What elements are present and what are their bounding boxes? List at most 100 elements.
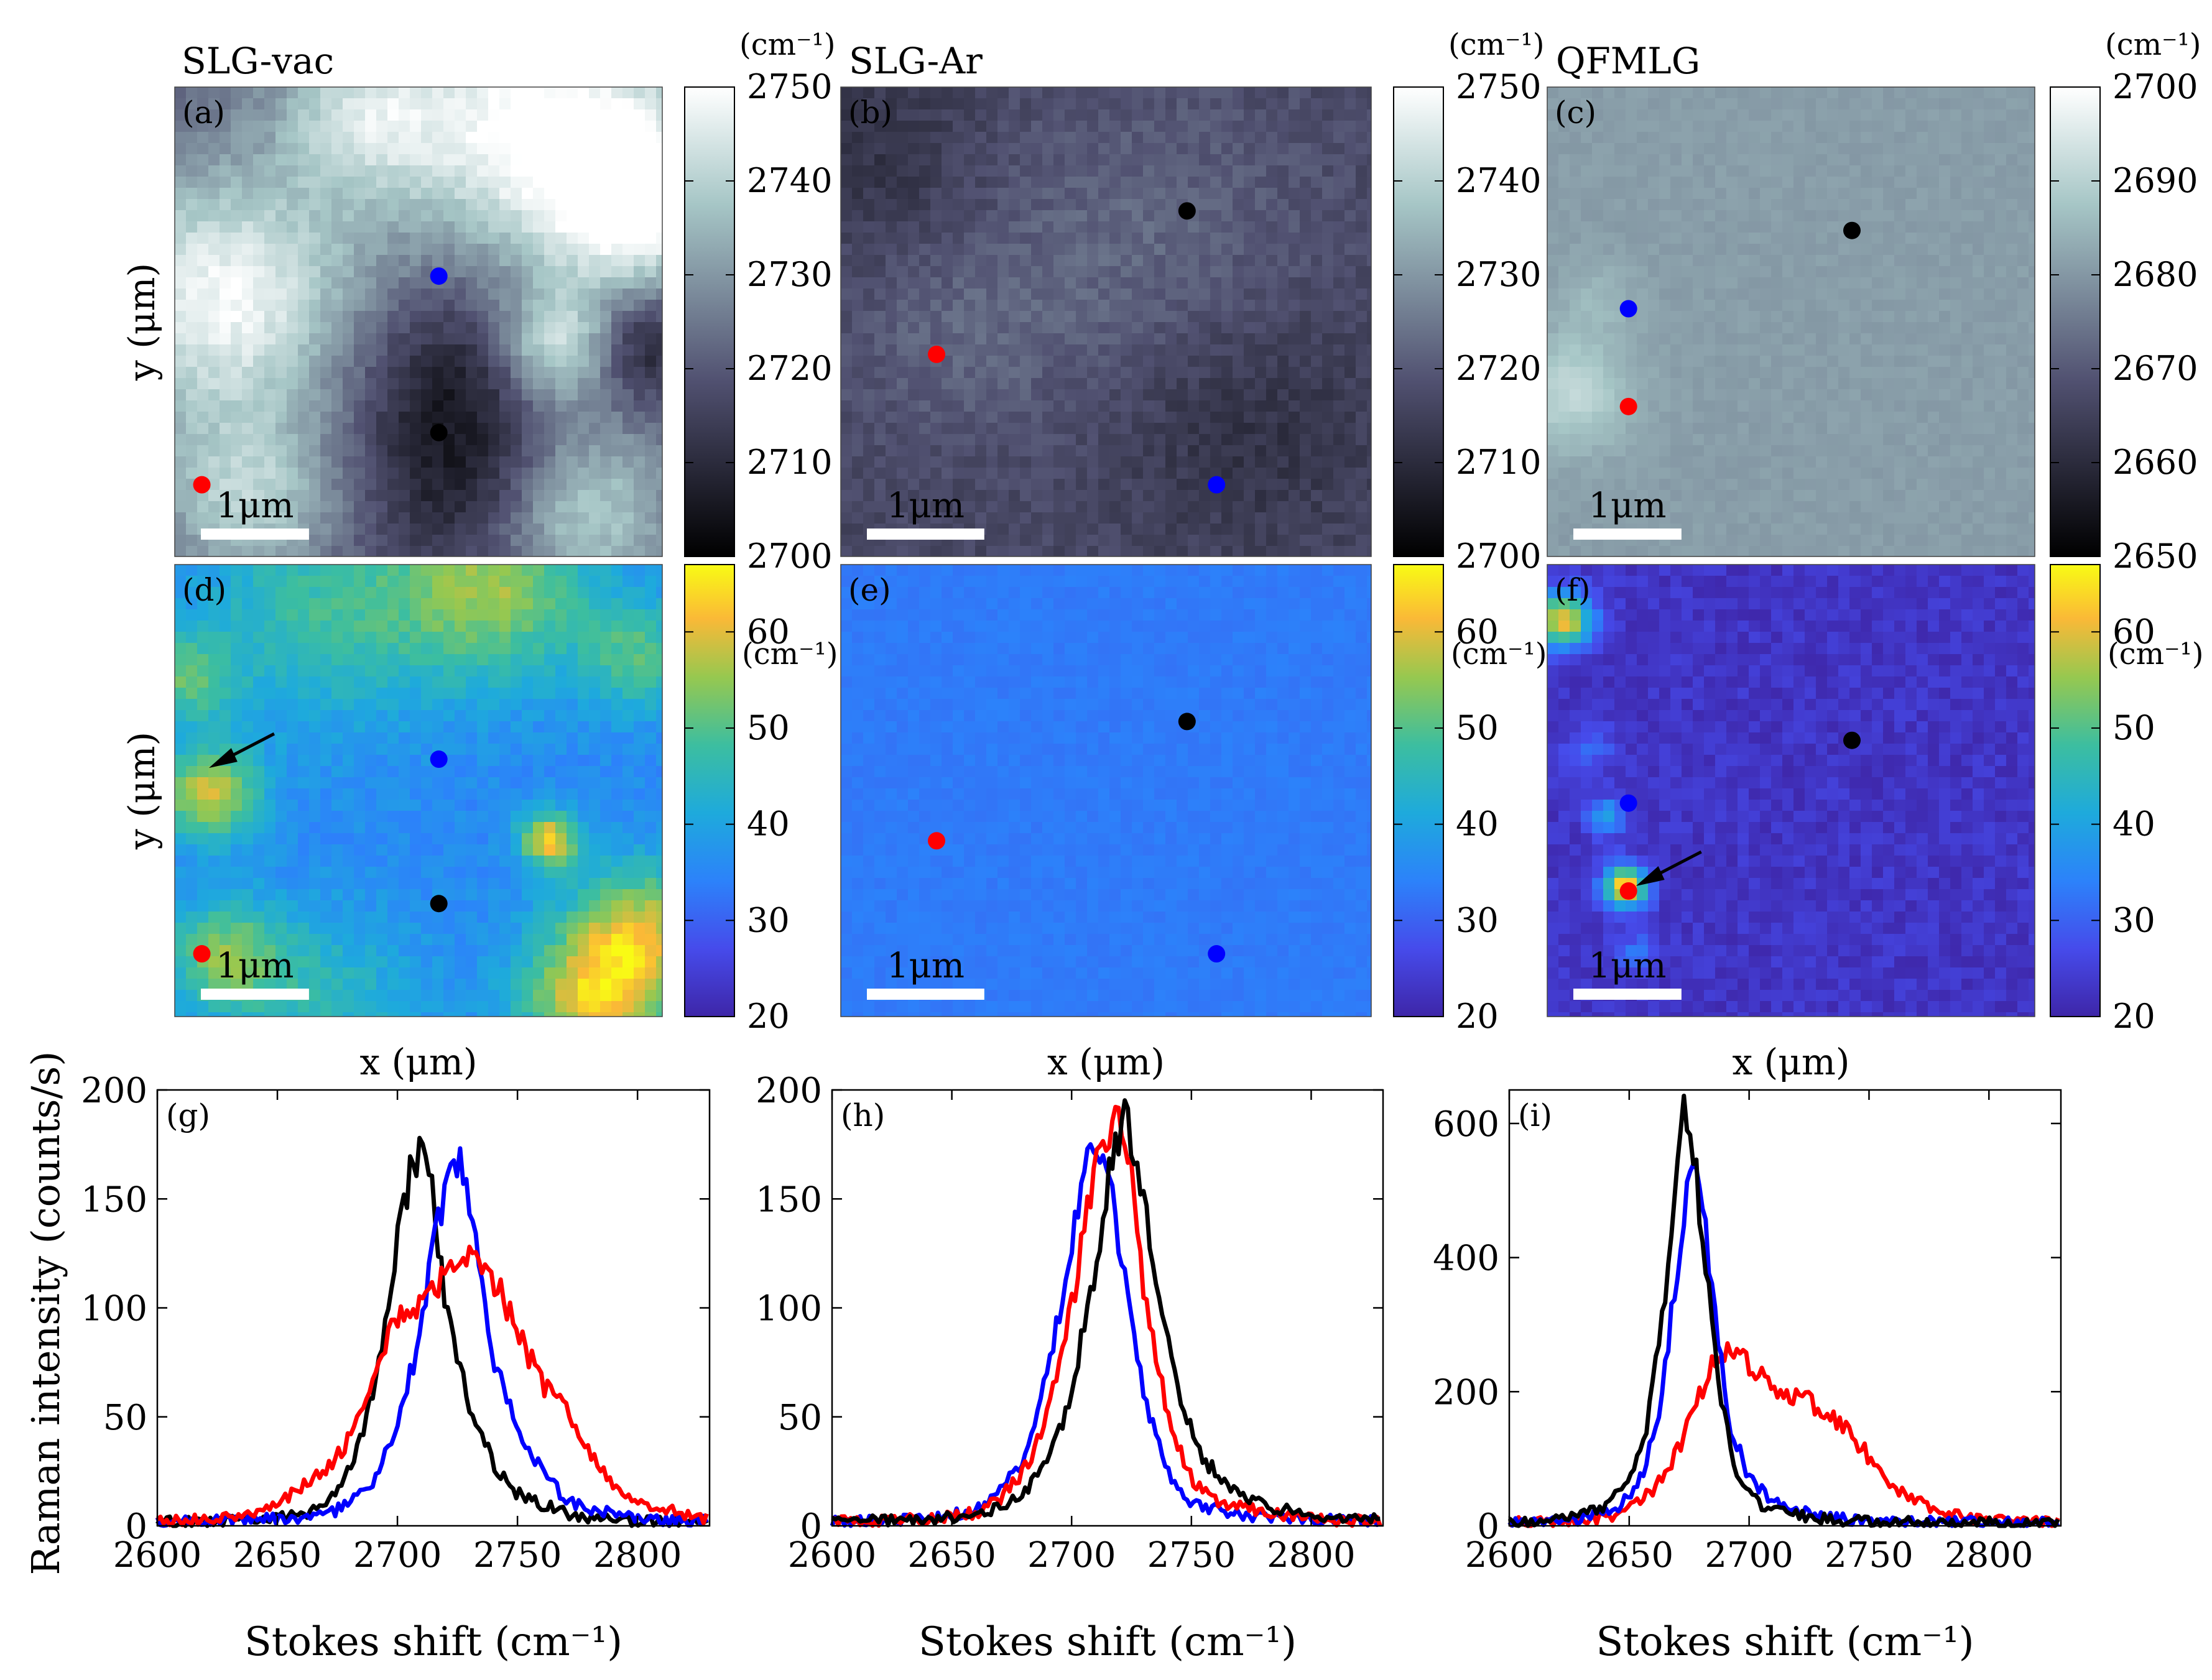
map-cell: [645, 288, 657, 300]
map-cell: [298, 654, 310, 666]
map-cell: [309, 177, 321, 188]
map-cell: [220, 979, 231, 990]
map-cell: [841, 367, 853, 379]
map-cell: [511, 468, 522, 479]
map-cell: [488, 154, 500, 166]
map-cell: [477, 266, 489, 278]
map-cell: [197, 98, 209, 110]
map-cell: [1333, 98, 1345, 110]
map-cell: [331, 1001, 343, 1013]
map-cell: [1199, 98, 1211, 110]
map-cell: [432, 333, 444, 345]
map-cell: [656, 221, 662, 233]
map-cell: [578, 721, 590, 733]
map-cell: [874, 233, 886, 244]
map-cell: [1031, 300, 1043, 312]
map-cell: [997, 188, 1009, 200]
map-cell: [567, 744, 578, 755]
map-cell: [1053, 188, 1065, 200]
map-cell: [522, 423, 534, 435]
map-cell: [477, 288, 489, 300]
map-cell: [522, 333, 534, 345]
map-cell: [544, 788, 556, 800]
map-cell: [477, 777, 489, 789]
map-cell: [908, 210, 920, 222]
map-cell: [365, 710, 377, 722]
map-cell: [1132, 132, 1144, 144]
map-cell: [399, 468, 410, 479]
map-cell: [309, 244, 321, 256]
map-cell: [578, 165, 590, 177]
map-cell: [275, 766, 287, 778]
map-cell: [399, 456, 410, 468]
map-cell: [365, 456, 377, 468]
map-cell: [930, 244, 942, 256]
map-cell: [175, 434, 187, 446]
map-cell: [908, 188, 920, 200]
map-cell: [220, 199, 231, 211]
map-cell: [231, 621, 243, 632]
map-cell: [555, 378, 567, 390]
map-cell: [1154, 221, 1166, 233]
map-cell: [253, 98, 265, 110]
map-cell: [1053, 311, 1065, 323]
map-cell: [942, 109, 953, 121]
map-cell: [522, 732, 534, 744]
map-cell: [231, 490, 243, 502]
map-cell: [287, 445, 298, 457]
map-cell: [499, 800, 511, 811]
map-cell: [387, 199, 399, 211]
map-cell: [421, 755, 433, 767]
map-cell: [1289, 244, 1300, 256]
map-cell: [231, 699, 243, 711]
map-cell: [1266, 266, 1278, 278]
map-cell: [376, 378, 388, 390]
map-cell: [1311, 165, 1323, 177]
map-cell: [387, 811, 399, 823]
map-cell: [578, 654, 590, 666]
map-cell: [175, 344, 187, 356]
map-cell: [421, 244, 433, 256]
map-cell: [220, 221, 231, 233]
map-cell: [522, 721, 534, 733]
map-cell: [387, 132, 399, 144]
map-cell: [578, 912, 590, 923]
map-cell: [410, 934, 422, 946]
map-cell: [1300, 277, 1312, 289]
map-cell: [309, 777, 321, 789]
map-cell: [622, 632, 634, 644]
map-cell: [421, 132, 433, 144]
map-cell: [1244, 132, 1256, 144]
map-cell: [997, 221, 1009, 233]
map-cell: [443, 945, 455, 957]
map-cell: [197, 889, 209, 901]
map-cell: [589, 244, 601, 256]
map-cell: [443, 344, 455, 356]
map-cell: [253, 367, 265, 379]
map-cell: [354, 990, 366, 1002]
map-cell: [488, 244, 500, 256]
map-cell: [1098, 344, 1110, 356]
map-cell: [264, 587, 276, 599]
map-cell: [975, 210, 987, 222]
map-cell: [1255, 322, 1267, 334]
map-cell: [511, 233, 522, 244]
map-cell: [622, 177, 634, 188]
map-cell: [919, 154, 931, 166]
map-cell: [387, 833, 399, 845]
map-cell: [1233, 98, 1244, 110]
map-cell: [874, 322, 886, 334]
map-cell: [1244, 210, 1256, 222]
map-cell: [275, 199, 287, 211]
map-cell: [1221, 188, 1233, 200]
map-cell: [432, 344, 444, 356]
map-cell: [421, 87, 433, 99]
map-cell: [886, 344, 897, 356]
map-cell: [567, 844, 578, 856]
map-cell: [1121, 333, 1132, 345]
map-cell: [919, 311, 931, 323]
map-cell: [343, 565, 354, 576]
map-cell: [186, 967, 198, 979]
map-cell: [589, 389, 601, 401]
map-cell: [533, 255, 545, 267]
